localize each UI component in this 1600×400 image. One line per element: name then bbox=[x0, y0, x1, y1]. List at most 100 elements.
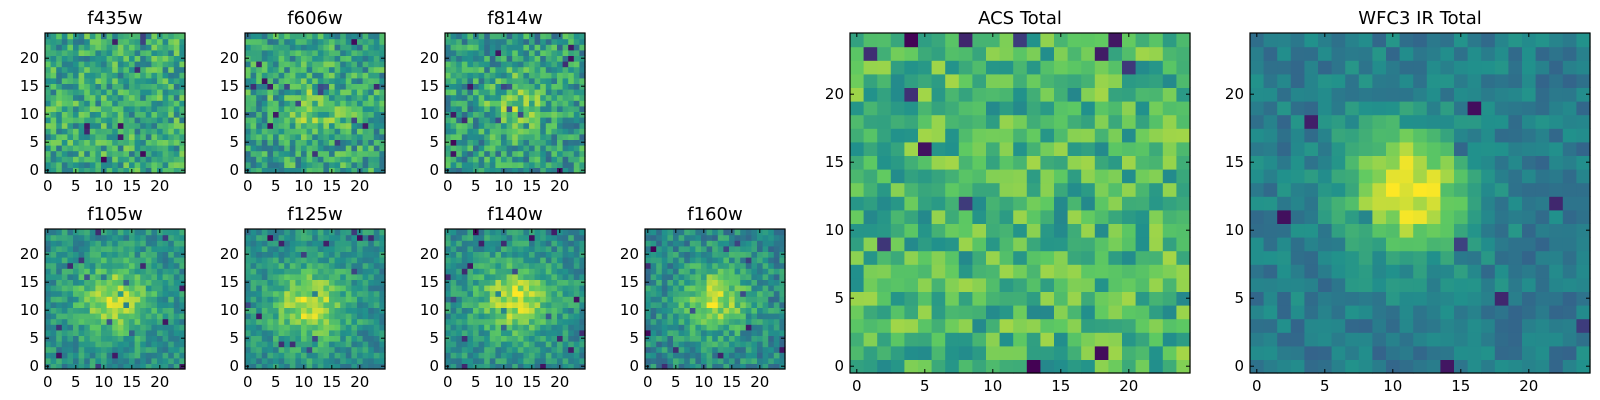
heatmap-cell bbox=[656, 329, 663, 336]
heatmap-cell bbox=[245, 296, 252, 303]
heatmap-cell bbox=[334, 122, 341, 129]
heatmap-cell bbox=[723, 318, 730, 325]
heatmap-cell bbox=[506, 251, 513, 258]
heatmap-cell bbox=[667, 335, 674, 342]
heatmap-cell bbox=[568, 313, 575, 320]
heatmap-cell bbox=[506, 301, 513, 308]
heatmap-cell bbox=[551, 117, 558, 124]
heatmap-cell bbox=[162, 111, 169, 118]
heatmap-cell bbox=[317, 111, 324, 118]
heatmap-cell bbox=[573, 72, 580, 79]
heatmap-cell bbox=[557, 55, 564, 62]
heatmap-cell bbox=[678, 324, 685, 331]
heatmap-cell bbox=[323, 128, 330, 135]
heatmap-cell bbox=[157, 105, 164, 112]
heatmap-cell bbox=[106, 363, 113, 370]
heatmap-cell bbox=[301, 150, 308, 157]
heatmap-cell bbox=[489, 346, 496, 353]
heatmap-cell bbox=[362, 133, 369, 140]
heatmap-cell bbox=[489, 268, 496, 275]
heatmap-cell bbox=[61, 251, 68, 258]
heatmap-cell bbox=[67, 240, 74, 247]
heatmap-cell bbox=[667, 341, 674, 348]
heatmap-cell bbox=[931, 291, 946, 306]
heatmap-cell bbox=[95, 61, 102, 68]
heatmap-cell bbox=[568, 335, 575, 342]
heatmap-cell bbox=[295, 117, 302, 124]
heatmap-cell bbox=[545, 122, 552, 129]
heatmap-cell bbox=[958, 305, 973, 320]
heatmap-cell bbox=[362, 313, 369, 320]
heatmap-cell bbox=[312, 290, 319, 297]
heatmap-cell bbox=[517, 251, 524, 258]
heatmap-cell bbox=[140, 357, 147, 364]
heatmap-cell bbox=[450, 318, 457, 325]
heatmap-cell bbox=[112, 38, 119, 45]
heatmap-cell bbox=[545, 161, 552, 168]
heatmap-cell bbox=[278, 279, 285, 286]
heatmap-cell bbox=[157, 301, 164, 308]
heatmap-cell bbox=[745, 296, 752, 303]
heatmap-cell bbox=[529, 150, 536, 157]
heatmap-cell bbox=[351, 335, 358, 342]
heatmap-cell bbox=[523, 296, 530, 303]
heatmap-cell bbox=[368, 61, 375, 68]
heatmap-cell bbox=[534, 94, 541, 101]
x-tick-label: 0 bbox=[243, 373, 253, 391]
heatmap-cell bbox=[289, 357, 296, 364]
heatmap-cell bbox=[312, 100, 319, 107]
heatmap-cell bbox=[273, 285, 280, 292]
heatmap-cell bbox=[256, 100, 263, 107]
heatmap-cell bbox=[250, 262, 257, 269]
heatmap-cell bbox=[562, 262, 569, 269]
heatmap-cell bbox=[918, 155, 933, 170]
heatmap-cell bbox=[904, 291, 919, 306]
heatmap-cell bbox=[890, 155, 905, 170]
heatmap-cell bbox=[334, 245, 341, 252]
heatmap-cell bbox=[523, 77, 530, 84]
heatmap-cell bbox=[723, 285, 730, 292]
panel-title-f435w: f435w bbox=[87, 8, 142, 29]
heatmap-cell bbox=[67, 352, 74, 359]
heatmap-cell bbox=[312, 262, 319, 269]
heatmap-cell bbox=[467, 156, 474, 163]
heatmap-cell bbox=[706, 341, 713, 348]
heatmap-cell bbox=[673, 301, 680, 308]
heatmap-cell bbox=[261, 139, 268, 146]
heatmap-cell bbox=[445, 352, 452, 359]
heatmap-cell bbox=[329, 307, 336, 314]
heatmap-cell bbox=[751, 363, 758, 370]
heatmap-cell bbox=[329, 72, 336, 79]
heatmap-cell bbox=[545, 150, 552, 157]
heatmap-cell bbox=[551, 133, 558, 140]
heatmap-cell bbox=[134, 38, 141, 45]
heatmap-cell bbox=[1162, 209, 1177, 224]
heatmap-cell bbox=[545, 100, 552, 107]
panel-title-f606w: f606w bbox=[287, 8, 342, 29]
heatmap-cell bbox=[261, 128, 268, 135]
heatmap-cell bbox=[740, 352, 747, 359]
heatmap-cell bbox=[579, 33, 586, 40]
heatmap-cell bbox=[456, 55, 463, 62]
heatmap-cell bbox=[306, 262, 313, 269]
heatmap-cell bbox=[256, 234, 263, 241]
heatmap-cell bbox=[106, 341, 113, 348]
heatmap-cell bbox=[1013, 345, 1028, 360]
heatmap-cell bbox=[1026, 332, 1041, 347]
heatmap-cell bbox=[450, 167, 457, 174]
heatmap-cell bbox=[368, 77, 375, 84]
heatmap-cell bbox=[357, 240, 364, 247]
heatmap-cell bbox=[506, 139, 513, 146]
heatmap-cell bbox=[78, 150, 85, 157]
heatmap-cell bbox=[512, 307, 519, 314]
heatmap-cell bbox=[89, 352, 96, 359]
heatmap-cell bbox=[461, 122, 468, 129]
heatmap-cell bbox=[729, 357, 736, 364]
heatmap-cell bbox=[450, 100, 457, 107]
heatmap-cell bbox=[712, 251, 719, 258]
heatmap-cell bbox=[717, 363, 724, 370]
heatmap-cell bbox=[351, 100, 358, 107]
heatmap-cell bbox=[557, 257, 564, 264]
heatmap-cell bbox=[762, 357, 769, 364]
